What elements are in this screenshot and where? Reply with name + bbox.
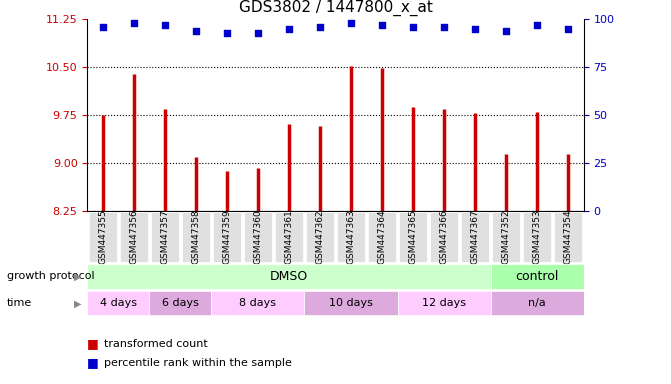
Text: GSM447355: GSM447355	[98, 210, 107, 265]
Text: percentile rank within the sample: percentile rank within the sample	[104, 358, 292, 368]
Text: DMSO: DMSO	[270, 270, 308, 283]
Point	[563, 26, 574, 32]
Text: 10 days: 10 days	[329, 298, 373, 308]
Point	[408, 24, 419, 30]
Bar	[275, 212, 303, 262]
Bar	[87, 291, 150, 316]
Text: time: time	[7, 298, 32, 308]
Bar	[430, 212, 458, 262]
Point	[128, 20, 139, 26]
Point	[501, 28, 511, 34]
Bar	[151, 212, 178, 262]
Point	[284, 26, 295, 32]
Text: GSM447363: GSM447363	[346, 210, 356, 265]
Bar	[150, 291, 211, 316]
Bar	[182, 212, 210, 262]
Point	[191, 28, 201, 34]
Text: GSM447361: GSM447361	[285, 210, 293, 265]
Point	[470, 26, 480, 32]
Text: GSM447353: GSM447353	[533, 210, 541, 265]
Text: 4 days: 4 days	[100, 298, 137, 308]
Point	[160, 22, 170, 28]
Bar	[523, 212, 551, 262]
Bar	[399, 212, 427, 262]
Point	[315, 24, 325, 30]
Bar	[89, 212, 117, 262]
Bar	[491, 291, 584, 316]
Text: 8 days: 8 days	[240, 298, 276, 308]
Text: GSM447352: GSM447352	[502, 210, 511, 265]
Point	[346, 20, 356, 26]
Text: growth protocol: growth protocol	[7, 271, 95, 281]
Bar	[211, 291, 305, 316]
Text: GSM447356: GSM447356	[130, 210, 138, 265]
Text: ■: ■	[87, 356, 99, 369]
Text: GSM447365: GSM447365	[409, 210, 417, 265]
Bar	[554, 212, 582, 262]
Point	[532, 22, 543, 28]
Text: n/a: n/a	[528, 298, 546, 308]
Point	[97, 24, 108, 30]
Bar	[87, 265, 491, 289]
Text: GSM447359: GSM447359	[222, 210, 231, 265]
Text: GSM447357: GSM447357	[160, 210, 169, 265]
Bar	[461, 212, 489, 262]
Text: control: control	[515, 270, 559, 283]
Point	[221, 30, 232, 36]
Point	[252, 30, 263, 36]
Bar	[368, 212, 396, 262]
Text: GSM447360: GSM447360	[254, 210, 262, 265]
Bar	[491, 265, 584, 289]
Bar	[337, 212, 365, 262]
Bar	[493, 212, 520, 262]
Text: GSM447358: GSM447358	[191, 210, 201, 265]
Bar	[306, 212, 334, 262]
Text: ■: ■	[87, 337, 99, 350]
Point	[376, 22, 387, 28]
Text: 12 days: 12 days	[422, 298, 466, 308]
Text: GSM447366: GSM447366	[440, 210, 449, 265]
Text: transformed count: transformed count	[104, 339, 208, 349]
Text: GSM447354: GSM447354	[564, 210, 573, 265]
Text: ▶: ▶	[74, 298, 81, 308]
Bar	[213, 212, 241, 262]
Bar	[397, 291, 491, 316]
Bar	[305, 291, 397, 316]
Text: 6 days: 6 days	[162, 298, 199, 308]
Bar	[120, 212, 148, 262]
Point	[439, 24, 450, 30]
Text: ▶: ▶	[74, 271, 81, 281]
Text: GSM447362: GSM447362	[315, 210, 325, 265]
Bar	[244, 212, 272, 262]
Title: GDS3802 / 1447800_x_at: GDS3802 / 1447800_x_at	[239, 0, 432, 17]
Text: GSM447367: GSM447367	[470, 210, 480, 265]
Text: GSM447364: GSM447364	[378, 210, 386, 265]
